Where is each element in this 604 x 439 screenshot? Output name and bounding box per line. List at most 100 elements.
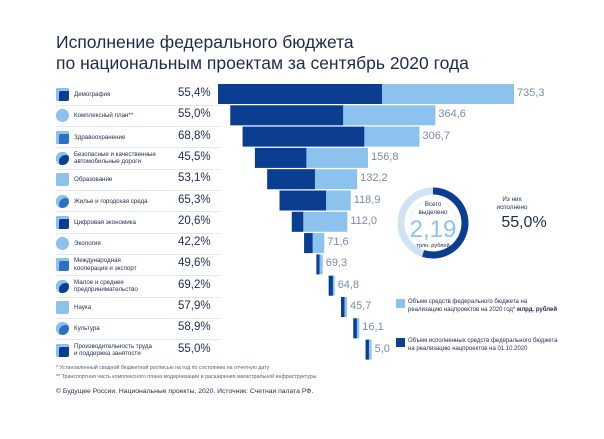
- legend-budget-unit: млрд. рублей: [516, 306, 558, 313]
- row-divider: [56, 317, 220, 319]
- category-label-line: Культура: [74, 325, 100, 333]
- category-label-line: Жилье и городская среда: [74, 197, 148, 205]
- category-label-line: Образование: [74, 176, 113, 184]
- legend-budget-text: Объем средств федерального бюджета на ре…: [408, 299, 528, 313]
- chart-title-line1: Исполнение федерального бюджета: [56, 32, 354, 52]
- footnote-2: ** Транспортная часть комплексного плана…: [56, 374, 317, 380]
- chart-title-line2: по национальным проектам за сентябрь 202…: [56, 53, 469, 73]
- category-label-line: и поддержка занятости: [74, 350, 141, 358]
- percent-label: 45,5%: [178, 150, 211, 163]
- category-label: Международная кооперация и экспорт: [74, 257, 137, 272]
- bar-value-label: 112,0: [350, 214, 378, 227]
- bar-value-label: 735,3: [517, 87, 545, 99]
- row-divider: [56, 253, 220, 255]
- bar-value-label: 45,7: [350, 300, 372, 312]
- percent-label: 55,0%: [178, 342, 211, 355]
- category-label: Цифровая экономика: [74, 219, 136, 227]
- row-divider: [56, 339, 220, 341]
- percent-label: 57,9%: [178, 300, 211, 312]
- book-icon: [56, 173, 69, 187]
- category-label-line: Безопасные и качественные: [74, 150, 156, 158]
- bar-value-label: 306,7: [422, 129, 450, 142]
- roads-network-icon: [56, 109, 69, 123]
- category-label: Культура: [74, 325, 100, 333]
- donut-executed-value: 55,0%: [501, 214, 547, 231]
- executed-bar: [341, 297, 345, 317]
- donut-executed-label: Из них исполнено: [496, 196, 528, 211]
- row-divider: [56, 147, 220, 149]
- category-label-line: Здравоохранение: [74, 133, 126, 141]
- donut-inner-ring: [409, 199, 457, 247]
- leaf-icon: [56, 237, 69, 251]
- flask-icon: [56, 301, 69, 314]
- chip-icon: [56, 215, 69, 229]
- percent-label: 20,6%: [178, 214, 211, 227]
- executed-bar: [353, 318, 357, 339]
- executed-bar: [242, 126, 365, 147]
- category-label: Экология: [74, 240, 101, 248]
- row-divider: [56, 211, 220, 213]
- category-label-line: Наука: [74, 304, 92, 311]
- category-label: Комплексный план**: [74, 112, 133, 120]
- percent-label: 42,2%: [178, 236, 211, 249]
- category-label-line: Демография: [74, 91, 111, 98]
- health-cross-icon: [56, 130, 69, 144]
- category-label-line: Производительность труда: [74, 342, 152, 350]
- percent-label: 49,6%: [178, 257, 211, 270]
- footnote-1: * Установленный сводной бюджетной роспис…: [56, 365, 270, 371]
- category-label-line: предпринимательство: [74, 286, 138, 294]
- row-divider: [56, 168, 220, 170]
- executed-bar: [328, 275, 333, 296]
- executed-bar: [218, 84, 382, 104]
- bar-value-label: 69,3: [325, 257, 348, 270]
- category-label: Малое и среднее предпринимательство: [74, 279, 138, 294]
- bar-value-label: 64,8: [337, 278, 360, 291]
- business-icon: [56, 279, 69, 293]
- legend-executed: Объем исполненных средств федерального б…: [408, 338, 558, 352]
- bar-value-label: 118,9: [353, 193, 381, 206]
- category-label-line: Комплексный план**: [74, 112, 134, 120]
- row-divider: [56, 275, 220, 277]
- donut-executed-arc: [422, 187, 469, 259]
- bar-value-label: 16,1: [362, 321, 384, 334]
- executed-bar: [230, 105, 344, 126]
- percent-label: 55,4%: [178, 87, 211, 99]
- category-label-line: Малое и среднее: [74, 278, 124, 286]
- percent-label: 53,1%: [178, 172, 211, 185]
- row-divider: [56, 104, 220, 106]
- row-divider: [56, 296, 220, 298]
- category-label: Производительность труда и поддержка заня…: [74, 343, 152, 358]
- budget-bar: [316, 254, 323, 275]
- category-label: Наука: [74, 304, 91, 312]
- house-icon: [56, 194, 69, 208]
- legend-budget: Объем средств федерального бюджета на ре…: [408, 299, 558, 315]
- category-label-line: автомобильные дороги: [74, 158, 141, 166]
- category-label-line: Экология: [74, 240, 101, 248]
- road-icon: [56, 151, 69, 165]
- category-label: Безопасные и качественные автомобильные д…: [74, 151, 156, 166]
- bar-value-label: 132,2: [360, 172, 388, 185]
- theater-icon: [56, 322, 69, 336]
- row-divider: [56, 232, 220, 234]
- globe-icon: [56, 258, 69, 272]
- executed-bar: [254, 147, 307, 168]
- executed-bar: [291, 211, 304, 232]
- bar-value-label: 364,6: [438, 108, 466, 121]
- executed-bar: [279, 190, 327, 211]
- bar-value-label: 5,0: [374, 342, 390, 355]
- category-label-line: Цифровая экономика: [74, 218, 136, 226]
- row-divider: [56, 126, 220, 128]
- budget-bar: [291, 211, 348, 232]
- category-label: Здравоохранение: [74, 134, 125, 142]
- category-label-line: кооперация и экспорт: [74, 264, 137, 272]
- gear-icon: [56, 343, 69, 357]
- executed-bar: [267, 169, 315, 190]
- percent-label: 69,2%: [178, 278, 211, 291]
- executed-bar: [365, 339, 369, 360]
- bar-value-label: 71,6: [327, 236, 349, 249]
- donut-total-label: Всего выделено: [418, 201, 448, 216]
- legend-swatch-executed: [396, 338, 405, 347]
- chart-title: Исполнение федерального бюджета по нацио…: [56, 32, 496, 74]
- donut-total-unit: трлн. рублей: [416, 243, 450, 249]
